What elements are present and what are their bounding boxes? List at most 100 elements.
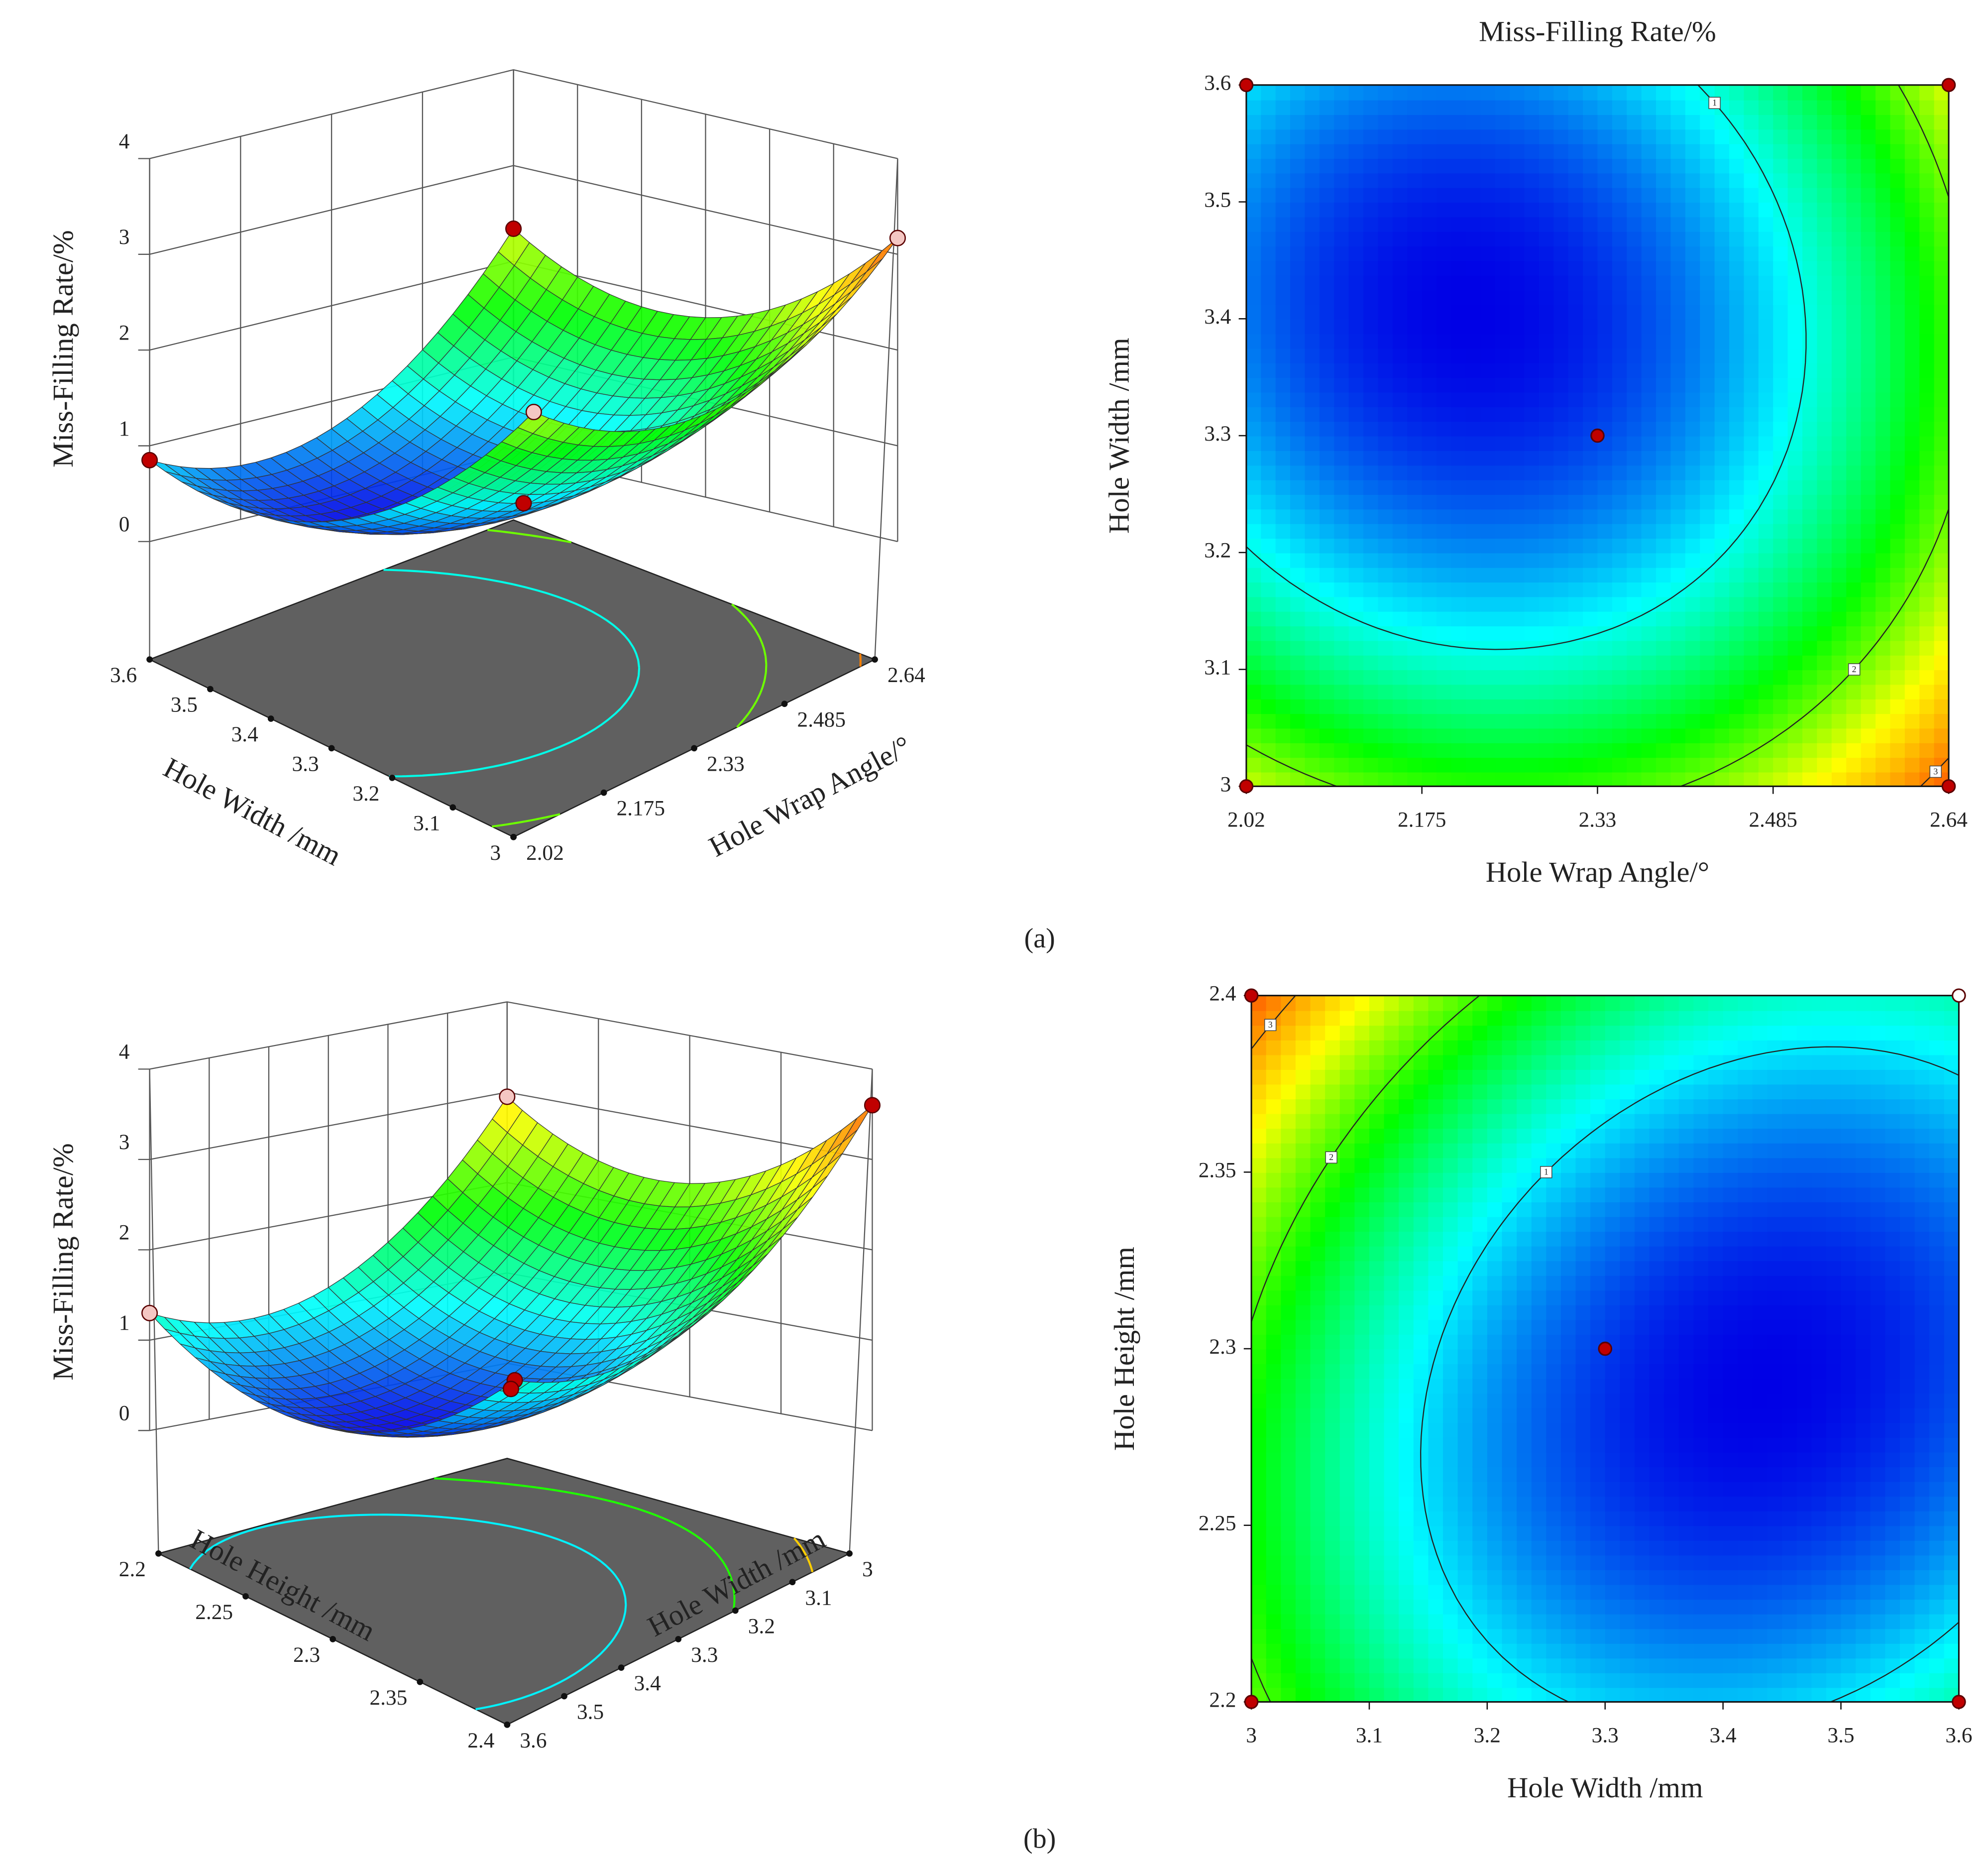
heatmap-cell bbox=[1472, 1010, 1488, 1026]
heatmap-cell bbox=[1369, 1128, 1385, 1144]
heatmap-cell bbox=[1612, 552, 1628, 568]
heatmap-cell bbox=[1392, 727, 1408, 743]
heatmap-cell bbox=[1436, 611, 1452, 627]
heatmap-cell bbox=[1700, 757, 1716, 773]
heatmap-cell bbox=[1443, 1246, 1459, 1262]
heatmap-cell bbox=[1480, 245, 1496, 261]
heatmap-cell bbox=[1575, 1128, 1591, 1144]
heatmap-cell bbox=[1275, 494, 1291, 510]
heatmap-cell bbox=[1428, 1569, 1444, 1585]
heatmap-cell bbox=[1510, 143, 1525, 159]
heatmap-cell bbox=[1524, 655, 1540, 671]
heatmap-cell bbox=[1546, 1672, 1562, 1688]
heatmap-cell bbox=[1817, 128, 1833, 144]
heatmap-cell bbox=[1627, 319, 1643, 335]
heatmap-cell bbox=[1787, 727, 1803, 743]
heatmap-cell bbox=[1846, 260, 1862, 276]
heatmap-cell bbox=[1392, 85, 1408, 101]
heatmap-cell bbox=[1348, 392, 1364, 407]
heatmap-cell bbox=[1546, 995, 1562, 1011]
heatmap-cell bbox=[1904, 260, 1920, 276]
heatmap-cell bbox=[1495, 128, 1511, 144]
heatmap-cell bbox=[1627, 216, 1643, 232]
heatmap-cell bbox=[1846, 304, 1862, 320]
heatmap-cell bbox=[1334, 333, 1350, 349]
heatmap-cell bbox=[1664, 1584, 1680, 1600]
heatmap-cell bbox=[1539, 655, 1554, 671]
heatmap-cell bbox=[1310, 1540, 1326, 1556]
heatmap-cell bbox=[1861, 333, 1877, 349]
heatmap-cell bbox=[1261, 128, 1277, 144]
heatmap-cell bbox=[1334, 508, 1350, 524]
heatmap-cell bbox=[1436, 508, 1452, 524]
heatmap-cell bbox=[1465, 479, 1481, 495]
heatmap-cell bbox=[1465, 304, 1481, 320]
heatmap-cell bbox=[1246, 362, 1262, 378]
heatmap-cell bbox=[1399, 1172, 1415, 1188]
heatmap-cell bbox=[1517, 1540, 1533, 1556]
heatmap-cell bbox=[1546, 1363, 1562, 1379]
heatmap-cell bbox=[1597, 348, 1613, 363]
heatmap-cell bbox=[1605, 1584, 1621, 1600]
heatmap-cell bbox=[1649, 1511, 1665, 1526]
heatmap-cell bbox=[1531, 1054, 1547, 1070]
heatmap-cell bbox=[1656, 567, 1671, 583]
heatmap-cell bbox=[1310, 1260, 1326, 1276]
heatmap-cell bbox=[1934, 289, 1949, 305]
heatmap-cell bbox=[1510, 260, 1525, 276]
heatmap-cell bbox=[1524, 465, 1540, 480]
heatmap-cell bbox=[1597, 158, 1613, 174]
heatmap-cell bbox=[1399, 1069, 1415, 1085]
heatmap-cell bbox=[1363, 245, 1379, 261]
heatmap-cell bbox=[1495, 304, 1511, 320]
heatmap-cell bbox=[1472, 1275, 1488, 1291]
heatmap-cell bbox=[1649, 995, 1665, 1011]
heatmap-cell bbox=[1281, 1643, 1297, 1659]
heatmap-cell bbox=[1934, 742, 1949, 758]
caption: (b) bbox=[1023, 1823, 1056, 1854]
heatmap-cell bbox=[1399, 1319, 1415, 1335]
heatmap-cell bbox=[1919, 523, 1935, 539]
heatmap-cell bbox=[1890, 669, 1906, 685]
heatmap-cell bbox=[1295, 1599, 1312, 1615]
heatmap-cell bbox=[1597, 742, 1613, 758]
heatmap-cell bbox=[1597, 85, 1613, 101]
heatmap-cell bbox=[1627, 772, 1643, 787]
heatmap-cell bbox=[1546, 1143, 1562, 1159]
heatmap-cell bbox=[1773, 713, 1789, 729]
heatmap-cell bbox=[1290, 436, 1306, 451]
z-tick-label: 2 bbox=[119, 321, 130, 345]
heatmap-cell bbox=[1487, 1628, 1503, 1644]
heatmap-cell bbox=[1348, 523, 1364, 539]
heatmap-cell bbox=[1634, 1098, 1651, 1114]
floor-tick bbox=[789, 1579, 796, 1586]
y-tick-label: 3 bbox=[490, 841, 501, 865]
heatmap-cell bbox=[1281, 1201, 1297, 1217]
heatmap-cell bbox=[1758, 713, 1774, 729]
heatmap-cell bbox=[1575, 1186, 1591, 1202]
heatmap-cell bbox=[1831, 100, 1847, 115]
heatmap-cell bbox=[1325, 1422, 1341, 1438]
heatmap-cell bbox=[1472, 1172, 1488, 1188]
heatmap-cell bbox=[1392, 494, 1408, 510]
heatmap-cell bbox=[1700, 552, 1716, 568]
heatmap-cell bbox=[1641, 143, 1657, 159]
heatmap-cell bbox=[1266, 1511, 1282, 1526]
heatmap-cell bbox=[1246, 406, 1262, 422]
heatmap-cell bbox=[1510, 187, 1525, 203]
heatmap-cell bbox=[1413, 1128, 1429, 1144]
heatmap-cell bbox=[1934, 172, 1949, 188]
heatmap-cell bbox=[1413, 1554, 1429, 1570]
heatmap-cell bbox=[1495, 625, 1511, 641]
heatmap-cell bbox=[1583, 260, 1598, 276]
heatmap-cell bbox=[1831, 508, 1847, 524]
heatmap-cell bbox=[1846, 713, 1862, 729]
heatmap-cell bbox=[1861, 275, 1877, 291]
heatmap-cell bbox=[1384, 1334, 1400, 1350]
heatmap-cell bbox=[1627, 304, 1643, 320]
heatmap-cell bbox=[1261, 684, 1277, 699]
heatmap-cell bbox=[1472, 1069, 1488, 1085]
heatmap-cell bbox=[1378, 538, 1394, 554]
heatmap-cell bbox=[1487, 1054, 1503, 1070]
heatmap-cell bbox=[1560, 1157, 1577, 1173]
